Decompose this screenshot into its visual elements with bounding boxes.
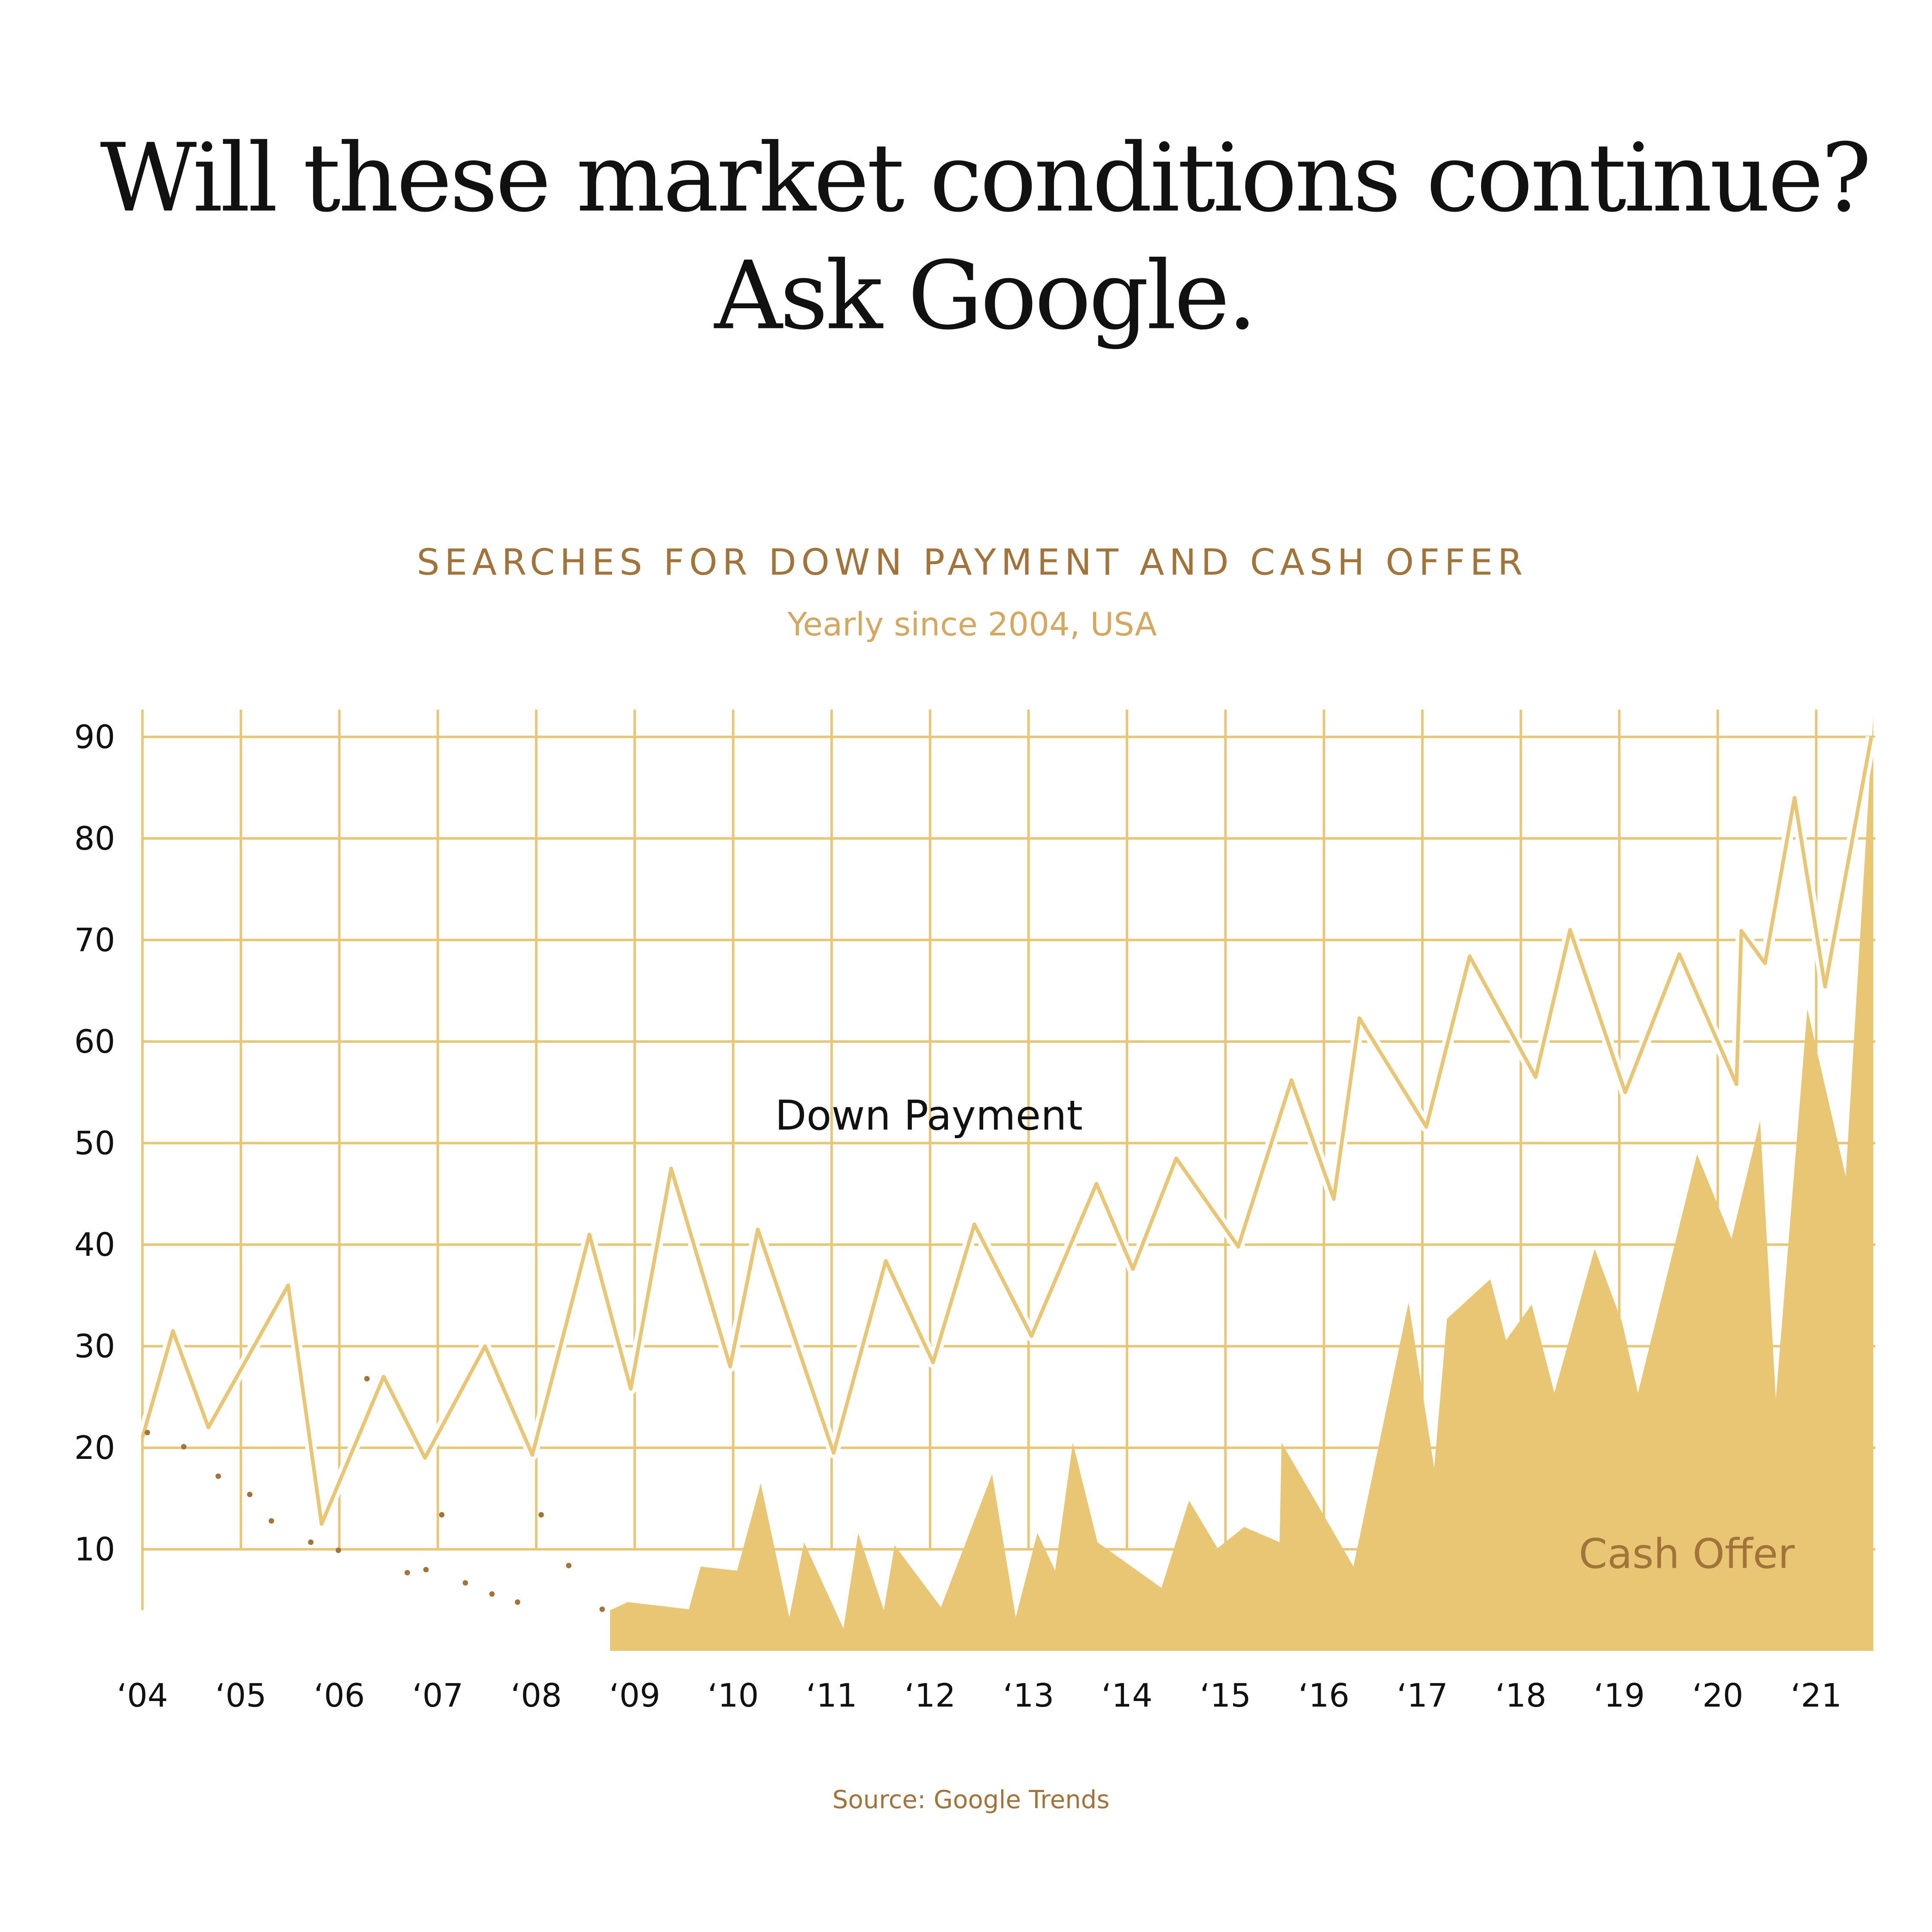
x-tick-label: ‘17: [1397, 1677, 1448, 1714]
early-dots-group: [144, 1376, 605, 1612]
dot-point: [335, 1547, 341, 1553]
x-tick-label: ‘21: [1791, 1677, 1842, 1714]
cash-offer-area: [610, 717, 1874, 1651]
down-payment-line-group: [137, 735, 1877, 1530]
dot-point: [439, 1512, 445, 1518]
y-tick-label: 10: [74, 1531, 115, 1568]
y-axis-ticks: 10 20 30 40 50 60 70 80 90: [74, 718, 115, 1568]
dot-point: [515, 1599, 520, 1605]
chart-title: SEARCHES FOR DOWN PAYMENT AND CASH OFFER: [417, 541, 1528, 583]
x-tick-label: ‘04: [117, 1677, 168, 1714]
x-tick-label: ‘08: [510, 1677, 562, 1714]
x-tick-label: ‘11: [806, 1677, 857, 1714]
x-tick-label: ‘10: [708, 1677, 759, 1714]
x-axis-ticks: ‘04 ‘05 ‘06 ‘07 ‘08 ‘09 ‘10 ‘11 ‘12 ‘13 ‘14 ‘15 ‘16 ‘…: [117, 1677, 1842, 1714]
dot-point: [404, 1570, 410, 1576]
x-tick-label: ‘05: [215, 1677, 266, 1714]
dot-point: [462, 1580, 468, 1586]
dot-point: [566, 1563, 572, 1568]
chart-subtitle: Yearly since 2004, USA: [787, 605, 1157, 643]
y-tick-label: 80: [74, 820, 115, 857]
y-tick-label: 40: [74, 1226, 115, 1264]
x-tick-label: ‘06: [314, 1677, 365, 1714]
dot-point: [268, 1518, 274, 1524]
y-tick-label: 20: [74, 1429, 115, 1467]
x-tick-label: ‘07: [412, 1677, 463, 1714]
x-tick-label: ‘14: [1101, 1677, 1152, 1714]
dot-point: [144, 1430, 150, 1435]
x-tick-label: ‘16: [1298, 1677, 1349, 1714]
dot-point: [423, 1567, 429, 1573]
x-tick-label: ‘18: [1495, 1677, 1546, 1714]
dot-point: [308, 1539, 314, 1545]
cash-offer-area-group: [610, 717, 1874, 1651]
x-tick-label: ‘19: [1594, 1677, 1645, 1714]
dot-point: [489, 1591, 495, 1597]
y-tick-label: 90: [74, 718, 115, 756]
dot-point: [364, 1376, 370, 1382]
x-tick-label: ‘09: [609, 1677, 660, 1714]
x-tick-label: ‘20: [1692, 1677, 1743, 1714]
dot-point: [247, 1492, 253, 1498]
down-payment-line: [140, 736, 1873, 1526]
x-tick-label: ‘15: [1200, 1677, 1251, 1714]
x-tick-label: ‘13: [1003, 1677, 1054, 1714]
y-tick-label: 60: [74, 1023, 115, 1060]
y-tick-label: 50: [74, 1124, 115, 1162]
dot-point: [599, 1606, 605, 1612]
down-payment-label: Down Payment: [775, 1092, 1083, 1139]
cash-offer-label: Cash Offer: [1579, 1531, 1795, 1578]
headline-line-1: Will these market conditions continue?: [100, 123, 1869, 233]
y-tick-label: 30: [74, 1327, 115, 1365]
y-tick-label: 70: [74, 921, 115, 959]
x-tick-label: ‘12: [905, 1677, 956, 1714]
headline-line-2: Ask Google.: [714, 241, 1255, 350]
dot-point: [538, 1512, 544, 1518]
dot-point: [215, 1473, 221, 1479]
source-note: Source: Google Trends: [832, 1785, 1110, 1814]
dot-point: [181, 1444, 187, 1450]
